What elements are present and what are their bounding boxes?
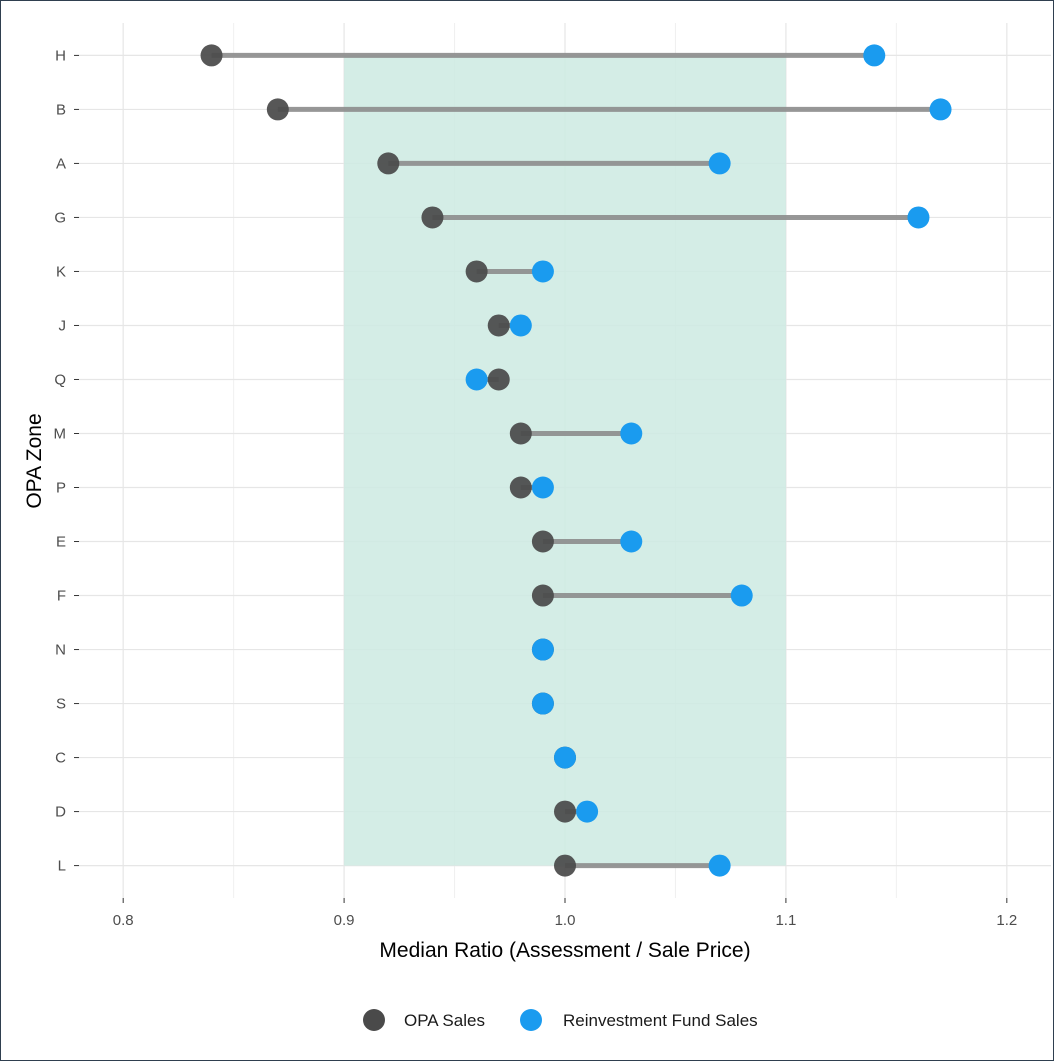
opa-point-l [554, 854, 576, 877]
y-tick-label: N [55, 642, 66, 659]
y-tick-label: A [56, 155, 66, 172]
reinvestment-point-f [730, 584, 753, 607]
legend-opa-sales-label: OPA Sales [404, 1011, 485, 1030]
opa-point-f [531, 584, 554, 607]
opa-point-k [465, 260, 488, 283]
y-tick-label: S [56, 696, 66, 713]
opa-point-q [487, 368, 510, 391]
opa-point-p [509, 476, 532, 499]
reinvestment-point-q [465, 368, 488, 391]
reinvestment-point-d [576, 800, 599, 823]
reinvestment-point-l [708, 854, 731, 877]
reinvestment-point-j [509, 314, 532, 337]
reinvestment-point-e [620, 530, 643, 553]
y-axis-title: OPA Zone [23, 413, 46, 508]
legend-opa-sales-marker [363, 1009, 385, 1031]
reinvestment-point-a [708, 152, 731, 175]
reinvestment-point-s [531, 692, 554, 715]
x-tick-label: 0.9 [334, 912, 355, 929]
opa-point-b [266, 98, 289, 121]
x-tick-label: 0.8 [113, 912, 134, 929]
opa-point-m [509, 422, 532, 445]
opa-point-d [554, 800, 576, 823]
y-tick-label: E [56, 534, 66, 551]
y-tick-label: C [55, 750, 66, 767]
y-tick-label: G [54, 209, 66, 226]
reinvestment-point-c [554, 746, 576, 769]
reinvestment-point-k [531, 260, 554, 283]
segment-layer [211, 52, 941, 869]
legend: OPA Sales Reinvestment Fund Sales [363, 1009, 758, 1031]
y-tick-label: K [56, 263, 66, 280]
reinvestment-point-h [863, 44, 886, 67]
opa-point-j [487, 314, 510, 337]
x-tick-label: 1.0 [555, 912, 576, 929]
opa-point-e [531, 530, 554, 553]
reinvestment-point-g [907, 206, 930, 229]
opa-point-g [421, 206, 444, 229]
x-tick-label: 1.1 [775, 912, 796, 929]
y-tick-label: F [57, 588, 66, 605]
y-tick-label: L [58, 858, 66, 875]
y-tick-label: Q [54, 371, 66, 388]
reinvestment-point-p [531, 476, 554, 499]
y-tick-label: P [56, 480, 66, 497]
y-tick-label: D [55, 804, 66, 821]
y-tick-label: H [55, 47, 66, 64]
opa-point-h [200, 44, 223, 67]
opa-point-a [377, 152, 400, 175]
legend-reinvestment-fund-sales-marker [520, 1009, 542, 1031]
reinvestment-point-b [929, 98, 952, 121]
acceptable-range-band [344, 55, 786, 866]
y-tick-label: B [56, 101, 66, 118]
x-axis-title: Median Ratio (Assessment / Sale Price) [379, 939, 750, 962]
reinvestment-point-n [531, 638, 554, 661]
axis-layer: 0.8 0.9 1.0 1.1 1.2 H B A G K J Q M P E F N S C D L [54, 47, 1018, 929]
band-layer [344, 55, 786, 866]
y-tick-label: J [59, 317, 67, 334]
y-tick-label: M [54, 425, 67, 442]
point-layer [200, 44, 952, 877]
legend-reinvestment-fund-sales-label: Reinvestment Fund Sales [563, 1011, 758, 1030]
x-tick-label: 1.2 [996, 912, 1017, 929]
reinvestment-point-m [620, 422, 643, 445]
